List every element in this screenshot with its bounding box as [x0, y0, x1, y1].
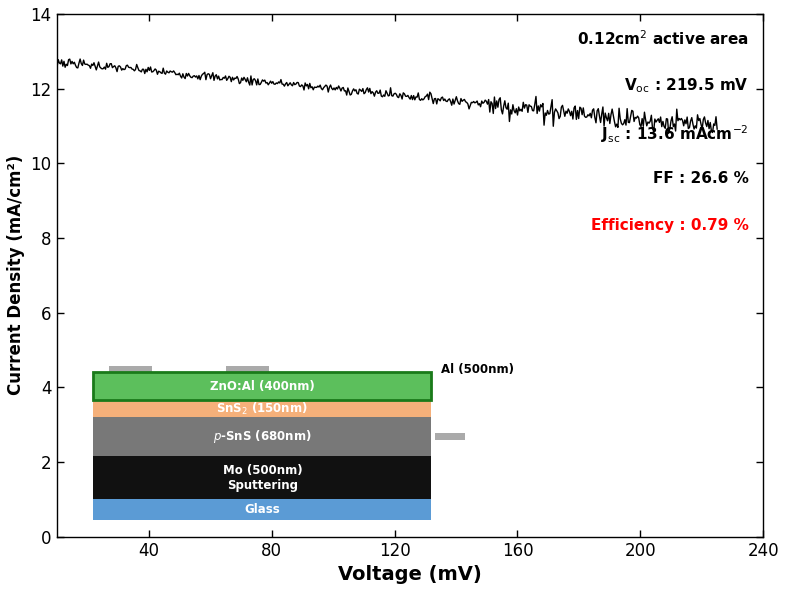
- Text: Efficiency : 0.79 %: Efficiency : 0.79 %: [591, 218, 749, 233]
- Bar: [94, 417, 432, 456]
- Text: Mo (500nm)
Sputtering: Mo (500nm) Sputtering: [222, 464, 303, 492]
- Text: Glass: Glass: [244, 503, 281, 516]
- Bar: [108, 366, 152, 372]
- Text: V$_{\rm oc}$ : 219.5 mV: V$_{\rm oc}$ : 219.5 mV: [624, 77, 749, 95]
- Text: Al (500nm): Al (500nm): [441, 362, 513, 375]
- Text: FF : 26.6 %: FF : 26.6 %: [653, 171, 749, 186]
- Bar: [94, 456, 432, 499]
- Bar: [94, 499, 432, 520]
- Bar: [94, 372, 432, 400]
- Text: ZnO:Al (400nm): ZnO:Al (400nm): [210, 380, 315, 393]
- Bar: [226, 366, 269, 372]
- X-axis label: Voltage (mV): Voltage (mV): [338, 565, 482, 584]
- Text: 0.12cm$^2$ active area: 0.12cm$^2$ active area: [577, 30, 749, 48]
- Text: SnS$_2$ (150nm): SnS$_2$ (150nm): [216, 401, 308, 417]
- Bar: [94, 372, 432, 400]
- Bar: [435, 433, 465, 440]
- Text: J$_{\rm sc}$ : 13.6 mAcm$^{-2}$: J$_{\rm sc}$ : 13.6 mAcm$^{-2}$: [601, 124, 749, 145]
- Bar: [94, 400, 432, 417]
- Text: $p$-SnS (680nm): $p$-SnS (680nm): [213, 428, 312, 445]
- Y-axis label: Current Density (mA/cm²): Current Density (mA/cm²): [7, 155, 25, 395]
